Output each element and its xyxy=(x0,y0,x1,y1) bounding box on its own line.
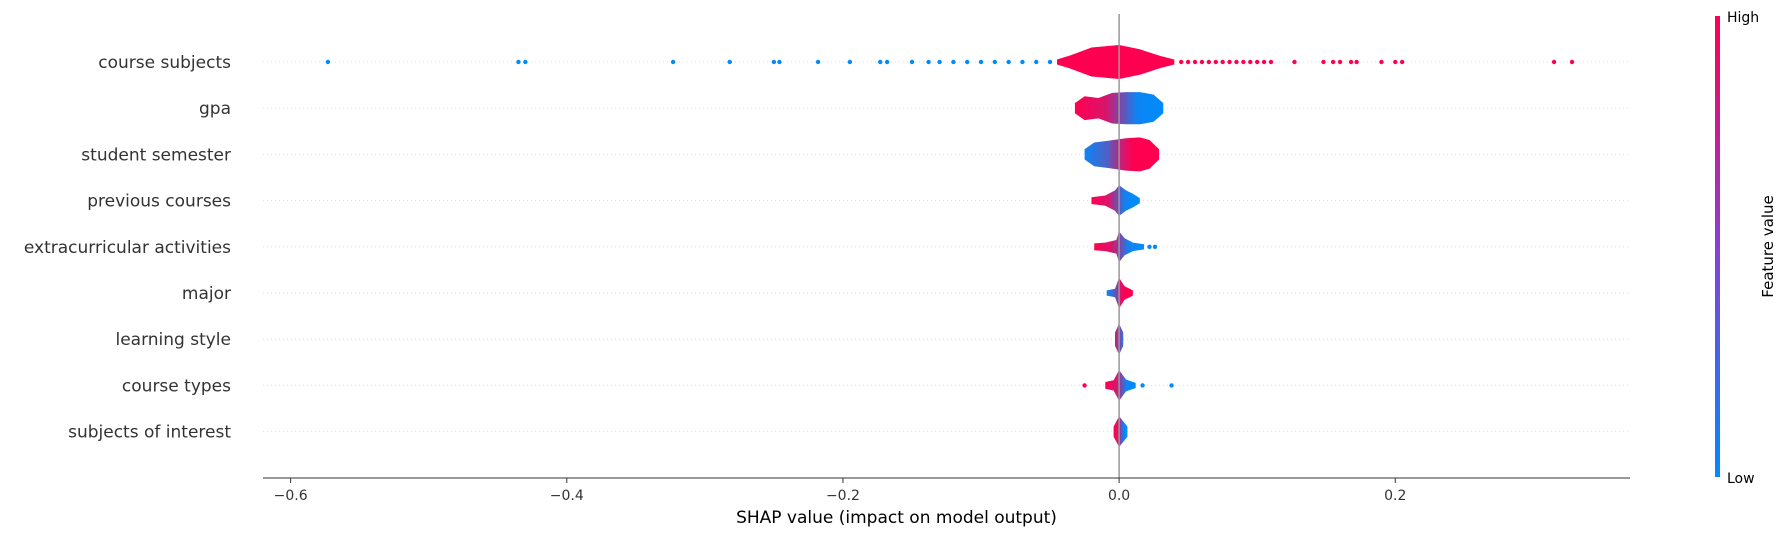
outlier-point xyxy=(1354,59,1359,65)
outlier-point xyxy=(1241,59,1246,65)
x-tick-label: −0.4 xyxy=(550,488,584,504)
outlier-point xyxy=(1192,59,1198,65)
violins xyxy=(325,45,1575,447)
outlier-point xyxy=(1393,59,1398,65)
outlier-point xyxy=(1261,59,1267,65)
feature-label: student semester xyxy=(81,145,231,165)
outlier-point xyxy=(1082,383,1087,388)
outlier-point xyxy=(1206,59,1212,65)
feature-label: course subjects xyxy=(98,53,231,73)
outlier-point xyxy=(1268,59,1274,65)
outlier-point xyxy=(1551,59,1557,65)
feature-label: course types xyxy=(122,376,231,396)
outlier-point xyxy=(951,59,956,65)
outlier-point xyxy=(1569,59,1575,65)
outlier-point xyxy=(965,59,970,65)
feature-label: learning style xyxy=(115,330,231,350)
colorbar-title: Feature value xyxy=(1759,195,1777,297)
feature-label: major xyxy=(182,284,231,304)
outlier-point xyxy=(1179,59,1184,65)
outlier-point xyxy=(1047,59,1053,65)
outlier-point xyxy=(1330,59,1336,65)
violin xyxy=(1056,45,1175,79)
outlier-point xyxy=(1234,59,1239,65)
outlier-point xyxy=(1152,244,1158,249)
colorbar-gradient xyxy=(1715,16,1720,477)
outlier-point xyxy=(1199,59,1205,65)
outlier-point xyxy=(1034,59,1039,65)
x-tick-label: −0.2 xyxy=(826,488,860,504)
outlier-point xyxy=(1213,59,1218,65)
outlier-point xyxy=(727,59,732,65)
violin xyxy=(1091,185,1140,216)
outlier-point xyxy=(884,59,890,65)
x-tick-label: 0.2 xyxy=(1384,488,1406,504)
outlier-point xyxy=(771,59,777,65)
outlier-point xyxy=(670,59,676,65)
feature-label: subjects of interest xyxy=(68,423,231,443)
outlier-point xyxy=(1006,59,1011,65)
outlier-point xyxy=(1254,59,1260,65)
outlier-point xyxy=(1185,59,1191,65)
x-axis: −0.6 −0.4 −0.2 0.0 0.2 xyxy=(263,477,1630,504)
outlier-point xyxy=(878,59,883,65)
outlier-point xyxy=(1337,59,1343,65)
outlier-point xyxy=(1379,59,1384,65)
outlier-point xyxy=(1140,383,1145,388)
outlier-point xyxy=(1321,59,1326,65)
outlier-point xyxy=(978,59,984,65)
outlier-point xyxy=(325,59,331,65)
x-tick-label: −0.6 xyxy=(274,488,308,504)
outlier-point xyxy=(926,59,931,65)
outlier-point xyxy=(815,59,821,65)
violin xyxy=(1105,370,1136,401)
x-tick-label: 0.0 xyxy=(1108,488,1130,504)
outlier-point xyxy=(937,59,942,65)
outlier-point xyxy=(1348,59,1354,65)
outlier-point xyxy=(516,59,521,65)
violin xyxy=(1084,137,1160,172)
outlier-point xyxy=(1020,59,1025,65)
outlier-point xyxy=(523,59,528,65)
outlier-point xyxy=(1227,59,1232,65)
outlier-point xyxy=(1220,59,1225,65)
colorbar-high-label: High xyxy=(1727,10,1759,26)
outlier-point xyxy=(847,59,853,65)
outlier-point xyxy=(1169,383,1174,388)
outlier-point xyxy=(1292,59,1297,65)
colorbar: High Low Feature value xyxy=(1715,10,1777,487)
outlier-point xyxy=(1147,244,1152,249)
outlier-point xyxy=(1248,59,1253,65)
feature-labels: course subjects gpa student semester previo… xyxy=(24,53,231,443)
feature-label: extracurricular activities xyxy=(24,238,231,258)
colorbar-low-label: Low xyxy=(1727,471,1755,487)
feature-gridlines xyxy=(263,61,1630,433)
outlier-point xyxy=(992,59,998,65)
feature-label: gpa xyxy=(199,99,231,119)
feature-label: previous courses xyxy=(87,192,231,212)
outlier-point xyxy=(909,59,915,65)
violin xyxy=(1113,416,1128,447)
outlier-point xyxy=(1399,59,1405,65)
x-axis-title: SHAP value (impact on model output) xyxy=(736,508,1057,528)
outlier-point xyxy=(777,59,782,65)
